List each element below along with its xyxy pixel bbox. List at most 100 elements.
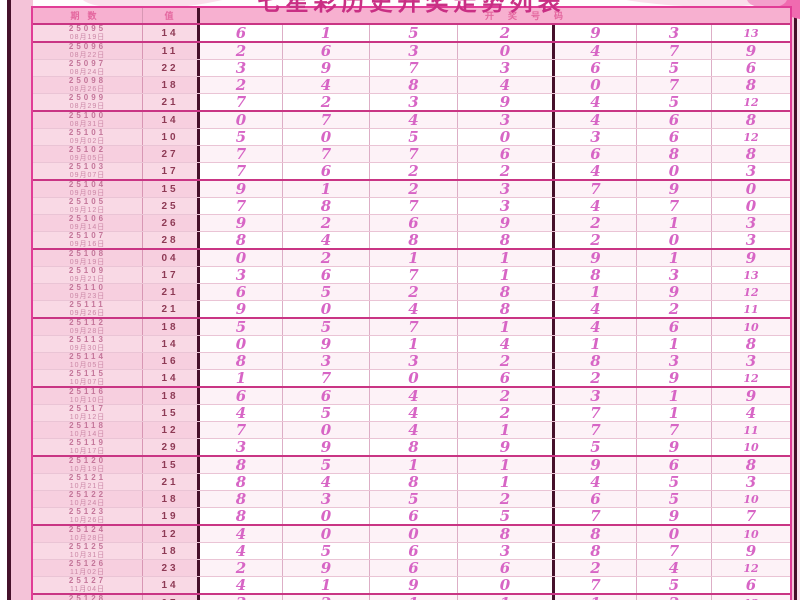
digit-cell-7: 12 <box>712 370 790 386</box>
digit-cell-4: 6 <box>458 370 555 386</box>
table-row: 25108 09月19日 04 0 2 1 1 9 1 9 <box>33 250 790 267</box>
digit-cell-7: 10 <box>712 491 790 507</box>
digit-cell-6: 2 <box>637 301 712 317</box>
period-cell: 25101 09月02日 <box>33 129 143 145</box>
value-cell: 15 <box>143 405 200 421</box>
digit-cell-1: 6 <box>200 25 283 41</box>
digit-cell-1: 6 <box>200 388 283 404</box>
digit-cell-2: 7 <box>283 112 370 128</box>
digit-cell-7: 12 <box>712 560 790 576</box>
digit-cell-7: 3 <box>712 163 790 179</box>
digit-cell-3: 4 <box>370 301 458 317</box>
value-cell: 17 <box>143 267 200 283</box>
period-number: 25115 <box>69 370 106 378</box>
digit-cell-7: 6 <box>712 577 790 593</box>
digit-cell-6: 7 <box>637 198 712 214</box>
digit-cell-7: 3 <box>712 353 790 369</box>
period-date: 10月31日 <box>69 552 106 559</box>
digit-cell-6: 3 <box>637 267 712 283</box>
digit-cell-2: 3 <box>283 491 370 507</box>
digit-cell-5: 9 <box>555 25 637 41</box>
period-date: 08月29日 <box>69 103 106 110</box>
period-cell: 25123 10月26日 <box>33 508 143 524</box>
period-date: 09月26日 <box>69 310 106 317</box>
value-cell: 18 <box>143 543 200 559</box>
period-cell: 25114 10月05日 <box>33 353 143 369</box>
value-cell: 18 <box>143 491 200 507</box>
value-cell: 14 <box>143 112 200 128</box>
digit-cell-2: 1 <box>283 577 370 593</box>
digit-cell-5: 7 <box>555 577 637 593</box>
digit-cell-3: 4 <box>370 405 458 421</box>
digit-cell-1: 9 <box>200 301 283 317</box>
table-row: 25126 11月02日 23 2 9 6 6 2 4 12 <box>33 560 790 577</box>
digit-cell-4: 2 <box>458 163 555 179</box>
table-row: 25105 09月12日 25 7 8 7 3 4 7 0 <box>33 198 790 215</box>
digit-cell-4: 2 <box>458 353 555 369</box>
digit-cell-5: 2 <box>555 215 637 231</box>
period-number: 25126 <box>68 560 107 568</box>
digit-cell-3: 2 <box>370 284 458 300</box>
table-row: 25096 08月22日 11 2 6 3 0 4 7 9 <box>33 43 790 60</box>
digit-cell-5: 2 <box>555 370 637 386</box>
value-cell: 27 <box>143 146 200 162</box>
period-number: 25106 <box>68 215 107 223</box>
digit-cell-6: 5 <box>637 491 712 507</box>
period-cell: 25109 09月21日 <box>33 267 143 283</box>
period-date: 10月24日 <box>69 500 106 507</box>
period-number: 25105 <box>68 198 107 206</box>
period-date: 09月23日 <box>69 293 106 300</box>
digit-cell-2: 6 <box>283 388 370 404</box>
digit-cell-4: 5 <box>458 508 555 524</box>
table-row: 25128 11月07日 07 3 2 1 1 1 2 12 <box>33 595 790 600</box>
period-date: 09月19日 <box>69 259 106 266</box>
digit-cell-3: 6 <box>370 543 458 559</box>
digit-cell-2: 3 <box>283 353 370 369</box>
value-cell: 21 <box>143 94 200 110</box>
period-number: 25111 <box>69 301 106 309</box>
table-row: 25100 08月31日 14 0 7 4 3 4 6 8 <box>33 112 790 129</box>
digit-cell-7: 12 <box>712 129 790 145</box>
digit-cell-2: 5 <box>283 405 370 421</box>
digit-cell-3: 0 <box>370 370 458 386</box>
period-cell: 25098 08月26日 <box>33 77 143 93</box>
period-cell: 25116 10月10日 <box>33 388 143 404</box>
table-row: 25109 09月21日 17 3 6 7 1 8 3 13 <box>33 267 790 284</box>
digit-cell-7: 10 <box>712 439 790 455</box>
value-cell: 04 <box>143 250 200 266</box>
period-cell: 25125 10月31日 <box>33 543 143 559</box>
period-date: 09月30日 <box>69 345 106 352</box>
period-number: 25099 <box>68 94 107 102</box>
period-date: 10月10日 <box>69 397 106 404</box>
digit-cell-2: 5 <box>283 284 370 300</box>
table-row: 25098 08月26日 18 2 4 8 4 0 7 8 <box>33 77 790 94</box>
digit-cell-2: 7 <box>283 146 370 162</box>
digit-cell-7: 8 <box>712 457 790 473</box>
digit-cell-6: 1 <box>637 336 712 352</box>
digit-cell-6: 1 <box>637 388 712 404</box>
digit-cell-4: 1 <box>458 267 555 283</box>
digit-cell-6: 9 <box>637 508 712 524</box>
digit-cell-6: 2 <box>637 595 712 600</box>
digit-cell-3: 5 <box>370 129 458 145</box>
table-row: 25113 09月30日 14 0 9 1 4 1 1 8 <box>33 336 790 353</box>
digit-cell-3: 1 <box>370 250 458 266</box>
period-cell: 25118 10月14日 <box>33 422 143 438</box>
digit-cell-1: 7 <box>200 198 283 214</box>
digit-cell-3: 1 <box>370 595 458 600</box>
page-title: 七星彩历史开奖走势列表 <box>257 0 566 15</box>
digit-cell-4: 1 <box>458 250 555 266</box>
digit-cell-3: 7 <box>370 198 458 214</box>
period-date: 11月02日 <box>69 569 106 576</box>
digit-cell-4: 8 <box>458 301 555 317</box>
digit-cell-2: 0 <box>283 129 370 145</box>
period-cell: 25127 11月04日 <box>33 577 143 593</box>
digit-cell-5: 4 <box>555 319 637 335</box>
period-number: 25095 <box>68 25 107 33</box>
digit-cell-2: 4 <box>283 232 370 248</box>
period-date: 10月28日 <box>69 535 106 542</box>
digit-cell-4: 8 <box>458 284 555 300</box>
digit-cell-5: 4 <box>555 94 637 110</box>
digit-cell-7: 13 <box>712 267 790 283</box>
